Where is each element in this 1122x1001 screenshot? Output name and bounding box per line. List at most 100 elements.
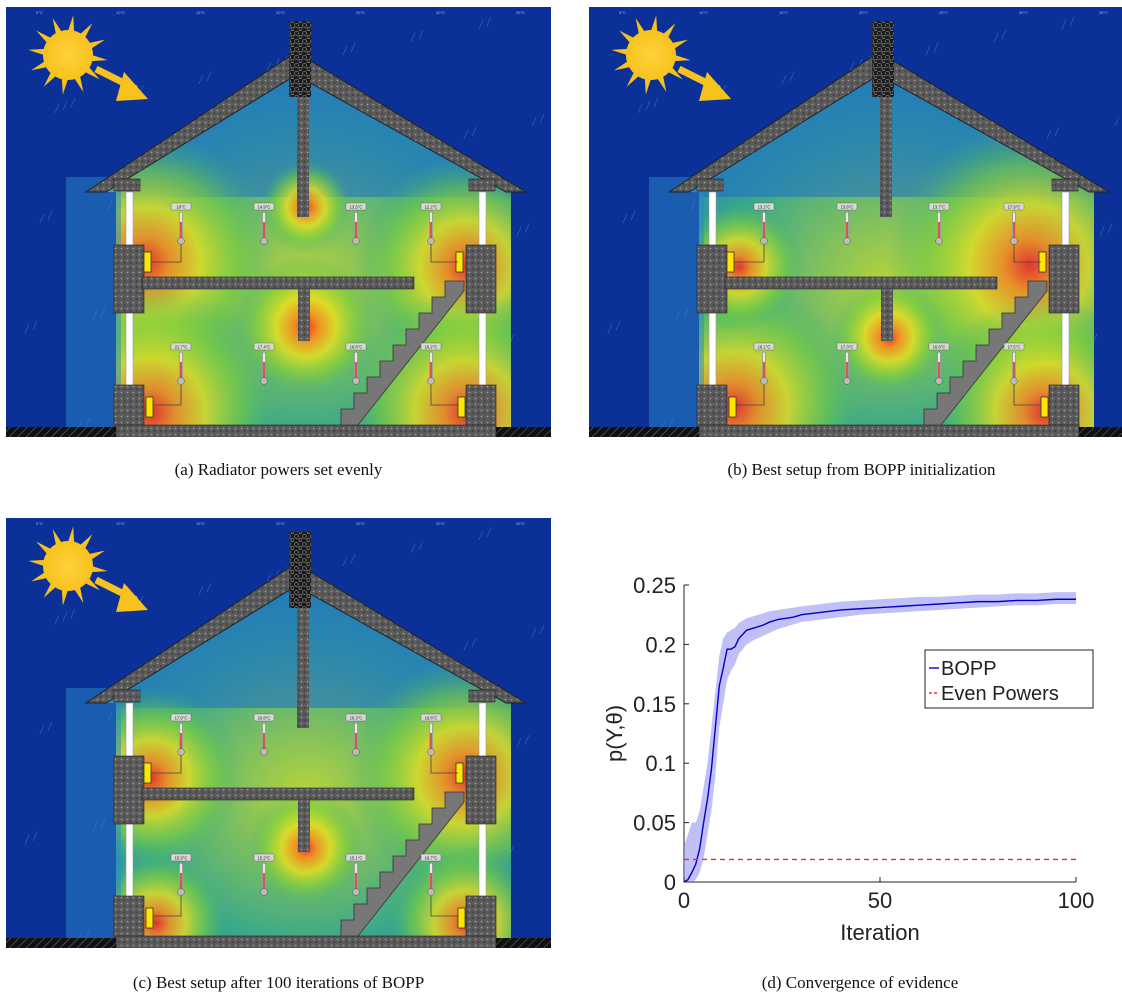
svg-text:13.2°C: 13.2°C [758,204,771,209]
thermometer-upper-1: 18°C [170,202,192,245]
svg-text:16.7°C: 16.7°C [425,855,438,860]
scale-label: 5°C [36,521,43,526]
legend: BOPP Even Powers [924,649,1094,709]
svg-text:17.4°C: 17.4°C [258,344,271,349]
scale-label: 10°C [699,10,708,15]
caption-b: (b) Best setup from BOPP initialization [727,460,996,479]
radiator [1040,396,1049,418]
sun-icon [28,526,148,612]
thermometer-upper-3: 13.5°C [345,202,367,245]
scale-label: 15°C [196,10,205,15]
svg-text:13.5°C: 13.5°C [350,204,363,209]
svg-text:17.5°C: 17.5°C [1008,344,1021,349]
x-tick-label: 50 [868,888,892,913]
caption-d: (d) Convergence of evidence [761,973,959,992]
sun-icon [28,15,148,101]
y-tick-label: 0.15 [633,692,676,717]
radiator [726,251,735,273]
caption-c: (c) Best setup after 100 iterations of B… [132,973,425,992]
svg-text:17.6°C: 17.6°C [175,715,188,720]
y-tick-label: 0.1 [645,751,676,776]
thermometer-lower-4: 16.7°C [420,853,442,896]
thermometer-lower-4: 16.2°C [420,342,442,385]
y-tick-label: 0.05 [633,811,676,836]
svg-text:15.9°C: 15.9°C [175,855,188,860]
thermometer-upper-1: 17.6°C [170,713,192,756]
x-axis-label: Iteration [840,920,920,945]
staircase [340,280,465,426]
svg-text:16.3°C: 16.3°C [350,715,363,720]
thermometer-upper-4: 17.6°C [1003,202,1025,245]
thermometer-lower-2: 15.2°C [253,853,275,896]
svg-text:18.1°C: 18.1°C [758,344,771,349]
caption-a: (a) Radiator powers set evenly [174,460,383,479]
thermometer-upper-4: 16.8°C [420,713,442,756]
chimney [872,21,894,97]
y-tick-label: 0 [664,870,676,895]
sun-icon [611,15,731,101]
radiator [145,907,154,929]
thermometer-lower-1: 21.7°C [170,342,192,385]
scale-label: 30°C [436,10,445,15]
svg-text:13.7°C: 13.7°C [933,204,946,209]
scale-label: 15°C [779,10,788,15]
scale-label: 35°C [1099,10,1108,15]
thermometer-upper-3: 16.3°C [345,713,367,756]
svg-text:16.6°C: 16.6°C [933,344,946,349]
svg-text:13.8°C: 13.8°C [841,204,854,209]
scale-label: 30°C [1019,10,1028,15]
svg-text:15.2°C: 15.2°C [258,855,271,860]
x-tick-label: 100 [1058,888,1095,913]
scale-label: 20°C [859,10,868,15]
y-tick-label: 0.2 [645,632,676,657]
radiator [457,396,466,418]
radiator [728,396,737,418]
radiator [145,396,154,418]
radiator [143,251,152,273]
thermometer-lower-1: 18.1°C [753,342,775,385]
y-axis-label: p(Y,θ) [602,705,627,762]
svg-text:15.1°C: 15.1°C [350,855,363,860]
chart-d-convergence: 0 50 100 0 0.05 0.1 0.15 0.2 0.25 Iteration p(Y,θ)… [600,560,1120,965]
chart-svg: 0 50 100 0 0.05 0.1 0.15 0.2 0.25 Iteration p(Y,θ)… [602,573,1095,945]
thermometer-upper-2: 13.8°C [836,202,858,245]
svg-text:16.8°C: 16.8°C [350,344,363,349]
legend-label: Even Powers [941,683,1059,705]
thermometer-upper-1: 13.2°C [753,202,775,245]
series-line-bopp [683,598,1076,883]
upper-floor [724,276,998,290]
scale-label: 10°C [116,10,125,15]
svg-text:14.9°C: 14.9°C [258,204,271,209]
thermometer-lower-2: 17.4°C [253,342,275,385]
svg-text:17.3°C: 17.3°C [841,344,854,349]
scale-label: 5°C [36,10,43,15]
upper-floor [141,276,415,290]
svg-text:16.8°C: 16.8°C [258,715,271,720]
scale-label: 35°C [516,521,525,526]
x-tick-label: 0 [678,888,690,913]
thermometer-lower-1: 15.9°C [170,853,192,896]
thermometer-lower-3: 15.1°C [345,853,367,896]
svg-text:16.8°C: 16.8°C [425,715,438,720]
thermometer-upper-4: 12.2°C [420,202,442,245]
panel-a-heatmap: 5°C 10°C 15°C 20°C 25°C 30°C 35°C 18°C 14.9°C 13.… [6,7,551,437]
thermometer-upper-3: 13.7°C [928,202,950,245]
foundation [115,935,497,948]
thermometer-lower-3: 16.8°C [345,342,367,385]
thermometer-upper-2: 16.8°C [253,713,275,756]
bopp-confidence-band [684,592,1076,882]
scale-label: 25°C [356,10,365,15]
scale-label: 20°C [276,521,285,526]
thermometer-lower-3: 16.6°C [928,342,950,385]
y-tick-label: 0.25 [633,573,676,598]
radiator [143,762,152,784]
scale-label: 25°C [939,10,948,15]
scale-label: 20°C [276,10,285,15]
panel-b-heatmap: 5°C 10°C 15°C 20°C 25°C 30°C 35°C 13.2°C 13.8°C 1… [589,7,1122,437]
chimney [289,21,311,97]
scale-label: 5°C [619,10,626,15]
panel-c-heatmap: 5°C 10°C 15°C 20°C 25°C 30°C 35°C 17.6°C 16.8°C 1… [6,518,551,948]
thermometer-upper-2: 14.9°C [253,202,275,245]
scale-label: 35°C [516,10,525,15]
svg-text:16.2°C: 16.2°C [425,344,438,349]
